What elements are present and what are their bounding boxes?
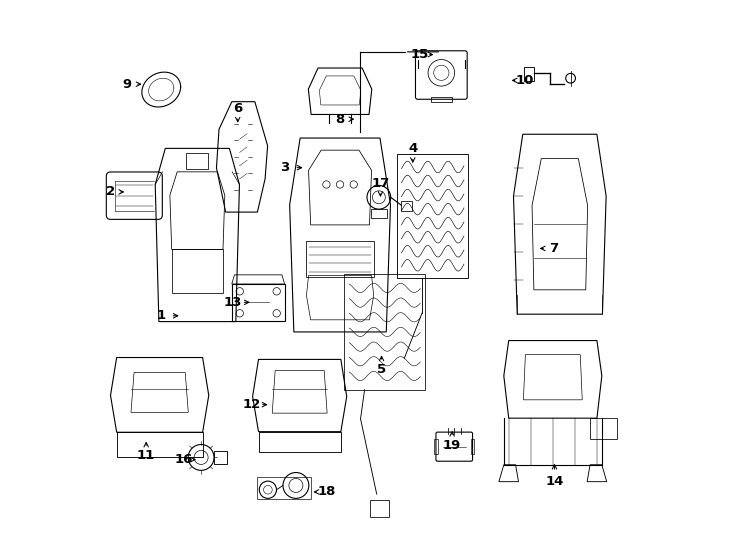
Text: 10: 10 — [515, 74, 534, 87]
Text: 8: 8 — [335, 113, 345, 126]
Text: 1: 1 — [156, 309, 166, 322]
Text: 5: 5 — [377, 363, 386, 376]
Text: 2: 2 — [106, 185, 115, 198]
Text: 7: 7 — [549, 242, 559, 255]
Text: 18: 18 — [317, 485, 335, 498]
Text: 3: 3 — [280, 161, 290, 174]
Text: 4: 4 — [408, 143, 418, 156]
Text: 14: 14 — [545, 475, 564, 488]
Text: 13: 13 — [223, 296, 241, 309]
Text: 16: 16 — [175, 453, 193, 466]
Text: 19: 19 — [443, 438, 461, 451]
Text: 11: 11 — [137, 449, 156, 462]
Text: 6: 6 — [233, 102, 242, 115]
Text: 15: 15 — [410, 48, 429, 61]
Text: 9: 9 — [123, 78, 132, 91]
Text: 12: 12 — [242, 398, 261, 411]
Text: 17: 17 — [371, 177, 390, 190]
